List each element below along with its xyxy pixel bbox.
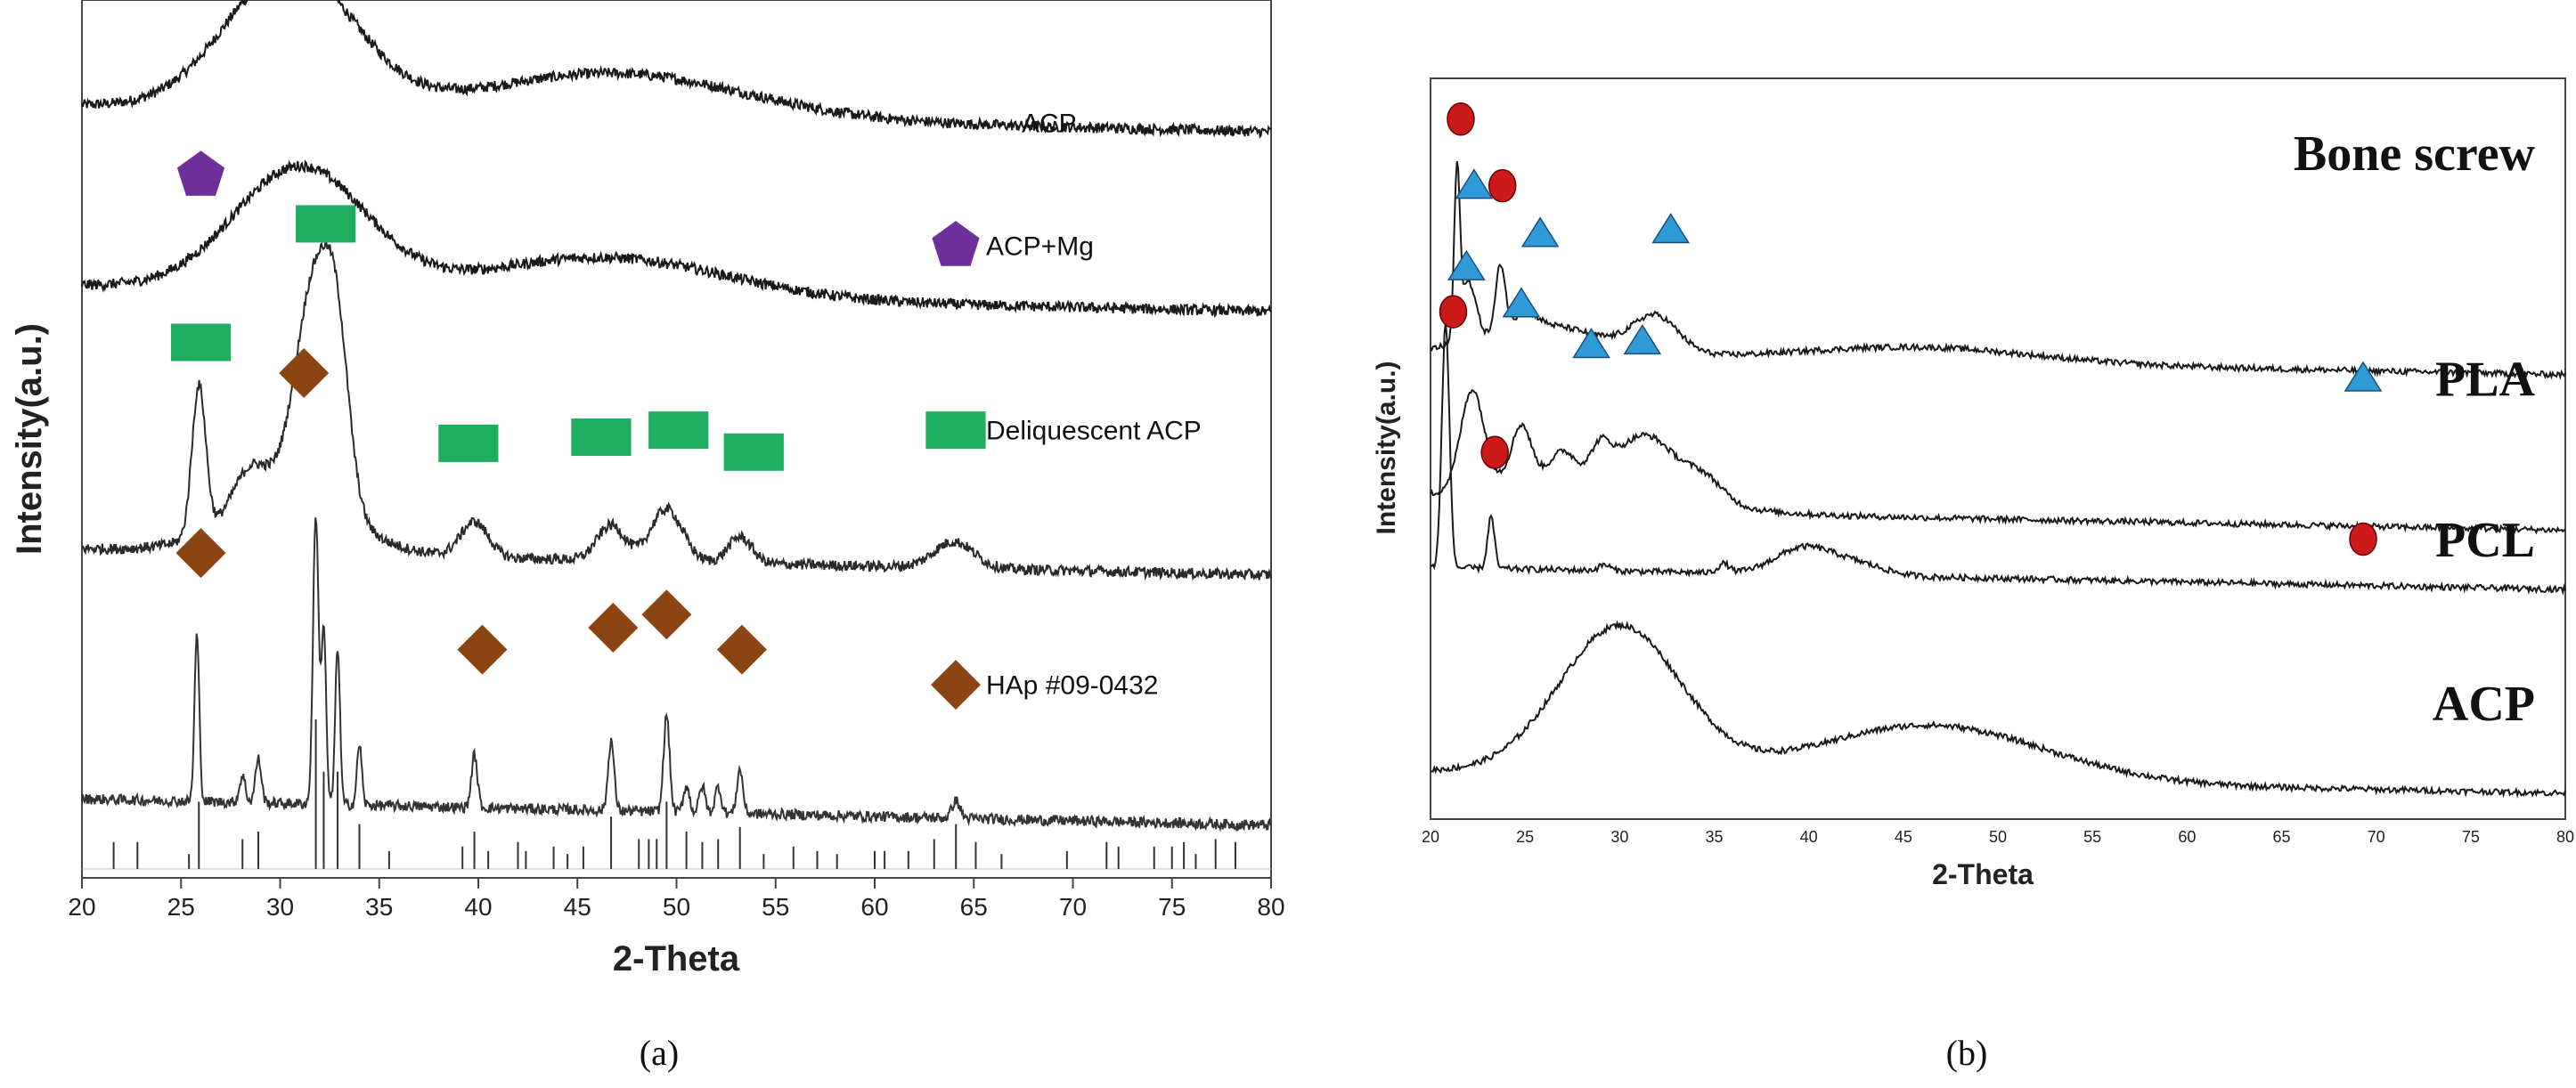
diamond-marker — [716, 624, 767, 675]
x-tick-label: 75 — [1158, 893, 1186, 921]
x-tick-label: 70 — [2368, 828, 2385, 846]
x-tick-label: 20 — [1422, 828, 1439, 846]
x-tick-label: 80 — [1257, 893, 1284, 921]
diamond-marker — [588, 602, 639, 653]
x-tick-label: 80 — [2556, 828, 2574, 846]
x-tick-label: 20 — [68, 893, 95, 921]
series-line-acp — [81, 0, 1272, 139]
x-tick-label: 30 — [1610, 828, 1628, 846]
rectangle-marker — [296, 205, 356, 243]
rectangle-marker — [571, 418, 632, 457]
x-tick-label: 25 — [1516, 828, 1534, 846]
legend-label: Deliquescent ACP — [986, 417, 1202, 446]
x-tick-label: 40 — [1800, 828, 1818, 846]
panel-b-y-axis-label: Intensity(a.u.) — [1372, 361, 1401, 534]
panel-b-label: (b) — [1946, 1033, 1988, 1073]
triangle-marker — [1623, 323, 1662, 355]
panel-b-x-axis-label: 2-Theta — [1932, 858, 2034, 890]
x-tick-label: 65 — [960, 893, 988, 921]
x-tick-label: 35 — [1705, 828, 1723, 846]
circle-marker — [1488, 168, 1517, 203]
triangle-marker — [1447, 249, 1486, 280]
triangle-marker — [1455, 168, 1494, 199]
series-line-bone-screw — [1430, 160, 2566, 381]
x-tick-label: 55 — [2083, 828, 2101, 846]
series-line-acp-mg — [81, 159, 1272, 319]
x-tick-label: 40 — [464, 893, 492, 921]
panel-a-chart: 20 25 30 35 40 45 50 55 60 65 70 75 80 ACP ACP+Mg Deliq… — [10, 0, 1285, 1073]
diamond-marker — [641, 589, 692, 640]
panel-b-plot-area — [1430, 77, 2566, 820]
circle-marker — [1480, 435, 1509, 469]
x-tick-label: 55 — [762, 893, 789, 921]
rectangle-marker — [438, 424, 499, 462]
triangle-marker — [1651, 213, 1691, 244]
diamond-marker — [457, 624, 508, 675]
circle-marker — [1447, 102, 1475, 136]
series-line-hap-09-0432 — [81, 517, 1272, 832]
panel-a-y-axis-label: Intensity(a.u.) — [10, 323, 49, 555]
legend-label: Bone screw — [2294, 126, 2536, 182]
diamond-marker — [175, 528, 226, 579]
x-tick-label: 35 — [365, 893, 393, 921]
rectangle-marker — [170, 323, 232, 361]
series-line-pcl — [1430, 322, 2566, 597]
x-tick-label: 50 — [1989, 828, 2007, 846]
x-tick-label: 45 — [1895, 828, 1912, 846]
legend-label: PLA — [2435, 353, 2536, 408]
panel-b-chart: 20 25 30 35 40 45 50 55 60 65 70 75 80 Bone screw PLA P… — [1372, 77, 2574, 1073]
x-tick-label: 70 — [1059, 893, 1087, 921]
x-tick-label: 50 — [663, 893, 690, 921]
legend-triangle-icon — [2344, 361, 2383, 392]
circle-marker — [1439, 295, 1468, 329]
legend-label: ACP — [2433, 677, 2535, 732]
panel-a-label: (a) — [640, 1033, 679, 1073]
series-line-acp — [1430, 620, 2566, 799]
legend-label: HAp #09-0432 — [986, 671, 1158, 701]
legend-diamond-icon — [931, 660, 981, 710]
diamond-marker — [279, 348, 330, 399]
rectangle-marker — [723, 433, 784, 471]
x-tick-label: 30 — [266, 893, 294, 921]
x-tick-label: 65 — [2272, 828, 2290, 846]
x-tick-label: 25 — [167, 893, 195, 921]
legend-label: ACP — [1022, 110, 1077, 139]
legend-label: PCL — [2435, 513, 2535, 568]
series-line-deliquescent-acp — [81, 239, 1272, 581]
x-tick-label: 75 — [2462, 828, 2480, 846]
legend-pentagon-icon — [932, 221, 980, 266]
triangle-marker — [1502, 287, 1541, 318]
triangle-marker — [1572, 328, 1610, 359]
legend-label: ACP+Mg — [986, 232, 1094, 262]
legend-circle-icon — [2349, 522, 2377, 556]
x-tick-label: 60 — [860, 893, 888, 921]
panel-a-x-axis-label: 2-Theta — [613, 939, 740, 978]
triangle-marker — [1520, 216, 1560, 248]
series-line-pla — [1430, 389, 2566, 535]
pentagon-marker — [176, 150, 225, 196]
x-tick-label: 60 — [2178, 828, 2196, 846]
legend-rectangle-icon — [925, 411, 986, 450]
x-tick-label: 45 — [564, 893, 591, 921]
rectangle-marker — [648, 411, 709, 450]
